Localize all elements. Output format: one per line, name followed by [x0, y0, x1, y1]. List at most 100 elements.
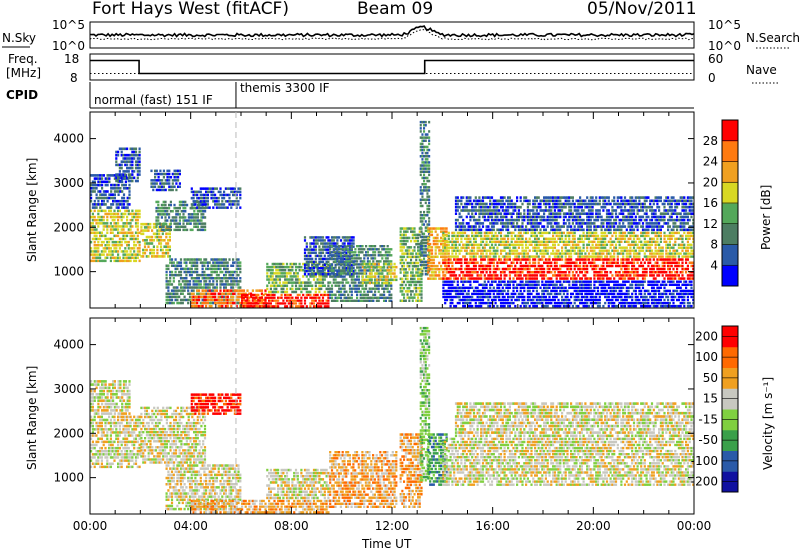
data-cell — [501, 267, 504, 271]
data-cell — [401, 287, 404, 290]
data-cell — [232, 295, 235, 299]
data-cell — [451, 234, 454, 238]
data-cell — [136, 212, 139, 216]
data-cell — [298, 265, 301, 269]
data-cell — [424, 263, 427, 267]
data-cell — [456, 267, 459, 271]
data-cell — [311, 242, 314, 245]
data-cell — [221, 200, 224, 203]
data-cell — [167, 232, 170, 236]
data-cell — [206, 267, 209, 271]
data-cell — [370, 262, 373, 266]
data-cell — [126, 206, 129, 209]
data-cell — [122, 199, 126, 203]
data-cell — [374, 287, 377, 290]
data-cell — [681, 277, 684, 280]
data-cell — [404, 252, 407, 255]
data-cell — [424, 133, 427, 136]
data-cell — [516, 255, 519, 258]
data-cell — [548, 267, 551, 271]
data-cell — [159, 248, 163, 252]
data-cell — [237, 292, 240, 295]
data-cell — [436, 239, 439, 243]
data-cell — [451, 243, 454, 246]
data-cell — [194, 258, 197, 261]
data-cell — [191, 219, 194, 222]
data-cell — [490, 261, 494, 264]
data-cell — [169, 176, 173, 179]
data-cell — [129, 259, 132, 263]
data-cell — [401, 265, 404, 268]
data-cell — [384, 275, 387, 278]
data-cell — [643, 261, 646, 264]
data-cell — [345, 251, 348, 254]
data-cell — [127, 256, 130, 259]
data-cell — [410, 239, 413, 243]
data-cell — [136, 166, 139, 170]
data-cell — [541, 267, 544, 271]
data-cell — [127, 247, 130, 250]
data-cell — [403, 227, 406, 230]
data-cell — [347, 254, 350, 258]
data-cell — [458, 258, 461, 261]
data-cell — [474, 234, 477, 238]
data-cell — [472, 237, 476, 240]
data-cell — [430, 264, 434, 268]
data-cell — [246, 296, 249, 299]
data-cell — [133, 147, 136, 151]
data-cell — [269, 269, 272, 272]
data-cell — [122, 212, 125, 216]
data-cell — [208, 298, 211, 302]
data-cell — [235, 289, 238, 292]
data-cell — [215, 196, 218, 200]
data-cell — [539, 240, 542, 243]
data-cell — [460, 237, 463, 240]
data-cell — [239, 301, 242, 305]
data-cell — [553, 237, 556, 240]
data-cell — [155, 188, 158, 192]
data-cell — [182, 213, 185, 216]
data-cell — [226, 289, 229, 292]
data-cell — [641, 267, 645, 271]
data-cell — [194, 270, 197, 274]
data-cell — [215, 267, 218, 271]
data-cell — [667, 258, 670, 261]
data-cell — [336, 239, 339, 242]
data-cell — [318, 281, 321, 284]
data-cell — [111, 237, 114, 241]
data-cell — [202, 213, 205, 216]
data-cell — [428, 136, 431, 139]
data-cell — [90, 174, 93, 177]
data-cell — [321, 302, 325, 305]
data-cell — [377, 287, 380, 290]
data-cell — [314, 284, 317, 287]
data-cell — [552, 237, 555, 240]
data-cell — [485, 231, 488, 235]
data-cell — [303, 299, 307, 302]
data-cell — [178, 261, 181, 264]
data-cell — [298, 287, 301, 291]
data-cell — [480, 264, 483, 268]
data-cell — [169, 283, 172, 286]
data-cell — [253, 296, 256, 299]
data-cell — [408, 261, 411, 265]
data-cell — [423, 145, 426, 149]
data-cell — [424, 214, 427, 217]
data-cell — [201, 277, 204, 280]
data-cell — [293, 275, 296, 278]
data-cell — [419, 210, 422, 214]
data-cell — [93, 187, 96, 190]
data-cell — [127, 231, 130, 234]
data-cell — [501, 243, 504, 246]
sky-tick-top: 10^5 — [52, 18, 85, 32]
data-cell — [516, 261, 519, 264]
data-cell — [124, 173, 127, 176]
data-cell — [253, 299, 256, 302]
data-cell — [131, 147, 134, 151]
data-cell — [338, 254, 341, 257]
data-cell — [350, 242, 353, 245]
data-cell — [503, 271, 506, 274]
data-cell — [519, 240, 522, 243]
data-cell — [312, 248, 316, 251]
data-cell — [203, 200, 206, 203]
